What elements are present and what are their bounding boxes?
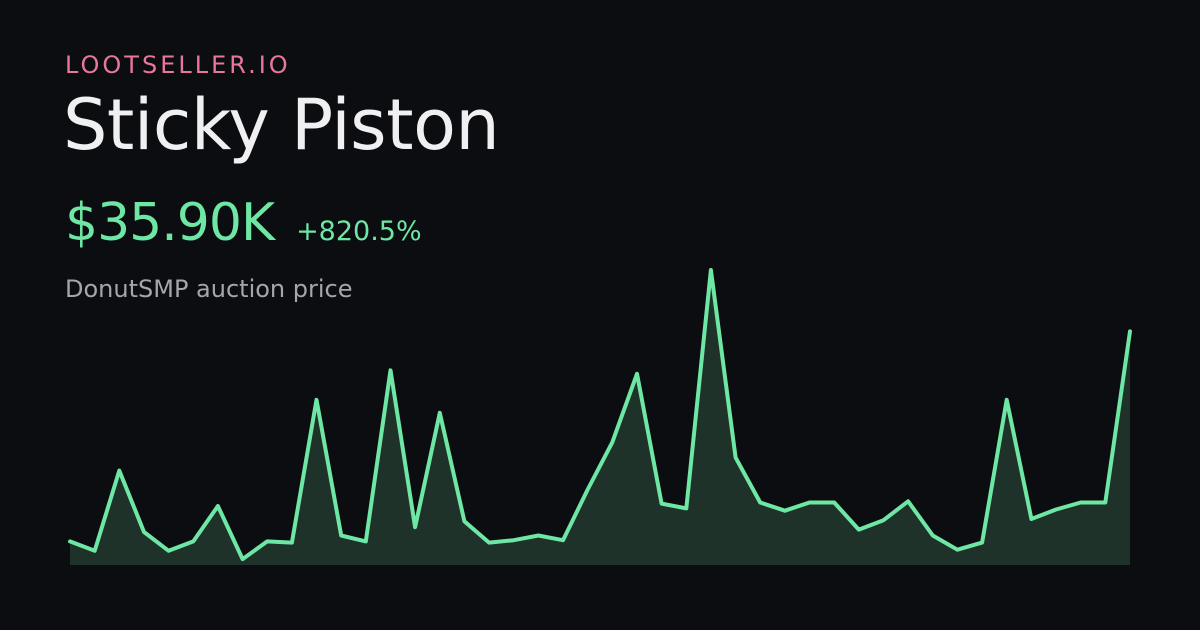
price-change: +820.5% xyxy=(296,216,422,247)
brand-label: LOOTSELLER.IO xyxy=(65,51,291,79)
price-series-line xyxy=(68,268,1132,562)
price-area-fill xyxy=(70,270,1130,565)
current-price: $35.90K xyxy=(65,193,275,253)
item-title: Sticky Piston xyxy=(63,84,500,166)
chart-subtitle: DonutSMP auction price xyxy=(65,275,353,303)
price-row: $35.90K +820.5% xyxy=(65,190,422,260)
